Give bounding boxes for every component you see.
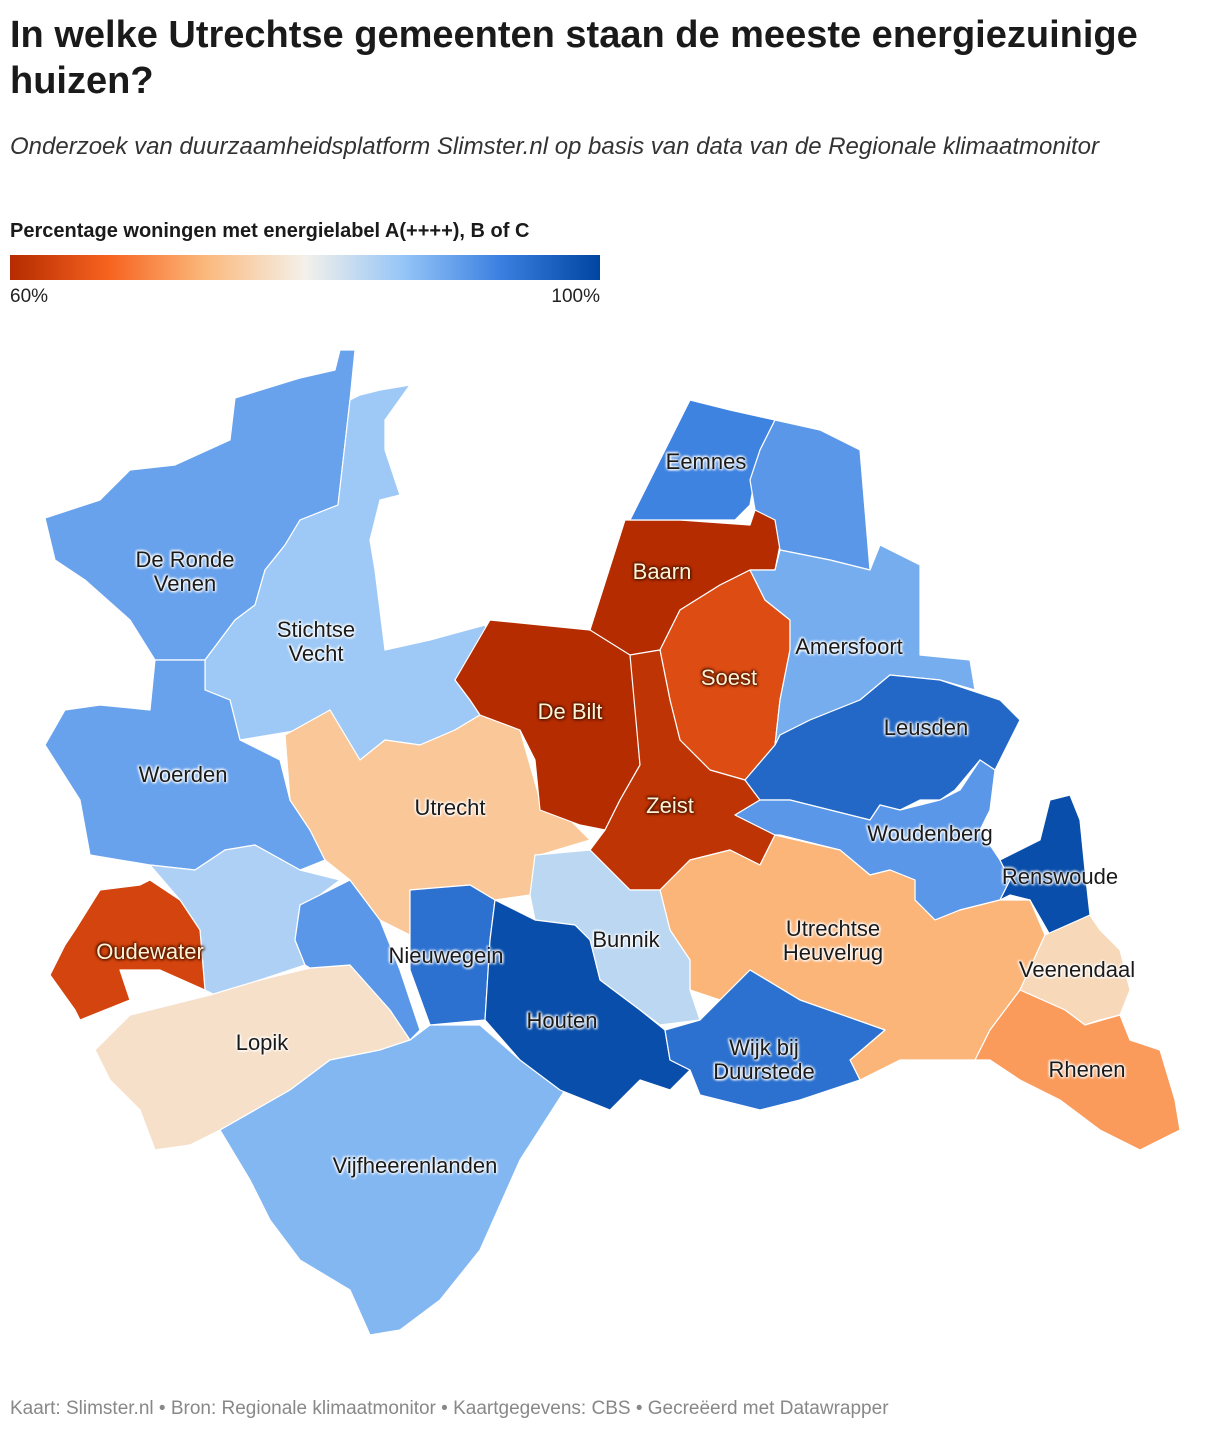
municipality-label: Woudenberg (867, 821, 993, 846)
municipality-label: Amersfoort (795, 634, 903, 659)
municipality-label: Wijk bij Duurstede (713, 1035, 815, 1084)
municipality (664, 969, 886, 1111)
municipality-label: Stichtse Vecht (276, 617, 356, 666)
title: In welke Utrechtse gemeenten staan de me… (10, 14, 1138, 102)
footer: Kaart: Slimster.nl • Bron: Regionale kli… (10, 1398, 889, 1419)
legend-title: Percentage woningen met energielabel A(+… (10, 220, 530, 242)
municipality-label: Zeist (646, 793, 694, 818)
municipality-label: Bunnik (592, 927, 660, 952)
municipality-label: Houten (526, 1008, 598, 1033)
municipality-label: Renswoude (1001, 864, 1119, 889)
legend-tick-label: 100% (551, 286, 600, 307)
municipality-label: Leusden (883, 715, 969, 740)
legend-gradient (10, 255, 600, 280)
municipality-label: Lopik (235, 1030, 289, 1055)
municipality-label: Vijfheerenlanden (332, 1153, 498, 1178)
municipality-label: Veenendaal (1018, 957, 1136, 982)
municipality-label: Rhenen (1048, 1057, 1126, 1082)
municipality (219, 1024, 566, 1336)
municipality-label: Woerden (138, 762, 228, 787)
municipality (484, 899, 691, 1111)
municipality-label: Eemnes (665, 449, 747, 474)
municipality-label: Utrechtse Heuvelrug (782, 916, 884, 965)
municipality (974, 989, 1181, 1151)
municipality-label: Soest (700, 665, 758, 690)
municipality-label: Baarn (632, 559, 692, 584)
municipality (49, 879, 206, 1051)
municipality-label: Nieuwegein (388, 943, 504, 968)
municipality-label: De Ronde Venen (135, 547, 235, 596)
municipality-label: De Bilt (537, 699, 603, 724)
municipality-label: Oudewater (96, 939, 204, 964)
municipality-label: Utrecht (414, 795, 486, 820)
subtitle: Onderzoek van duurzaamheidsplatform Slim… (10, 133, 1100, 160)
legend-tick-label: 60% (10, 286, 49, 307)
